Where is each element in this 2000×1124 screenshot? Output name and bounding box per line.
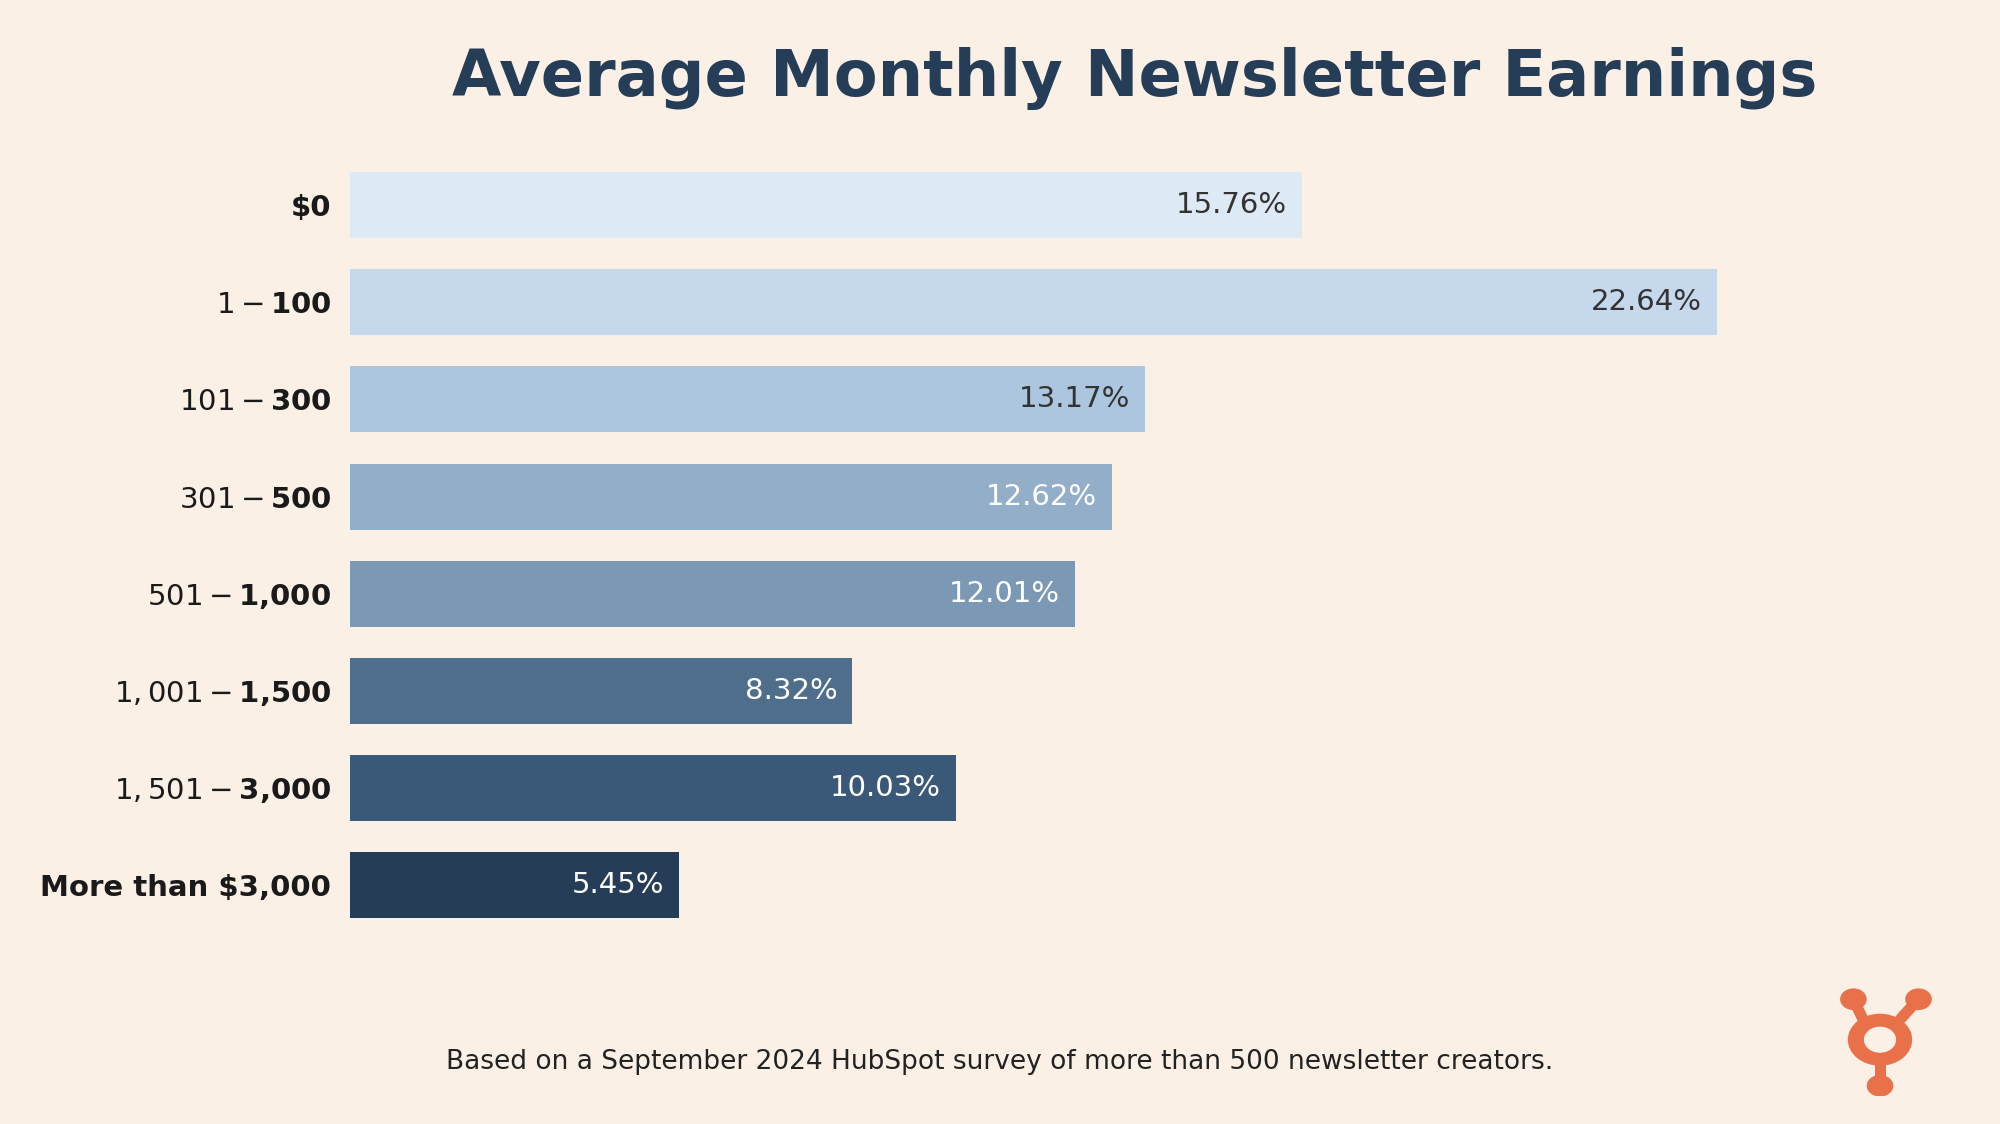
Circle shape <box>1840 989 1866 1009</box>
Bar <box>350 270 1718 335</box>
Text: Based on a September 2024 HubSpot survey of more than 500 newsletter creators.: Based on a September 2024 HubSpot survey… <box>446 1049 1554 1076</box>
Text: 5.45%: 5.45% <box>572 871 664 899</box>
Circle shape <box>1906 989 1932 1009</box>
Text: 8.32%: 8.32% <box>744 677 838 705</box>
Text: 12.01%: 12.01% <box>948 580 1060 608</box>
Text: 10.03%: 10.03% <box>830 774 940 801</box>
Circle shape <box>1864 1027 1896 1052</box>
Text: 15.76%: 15.76% <box>1176 191 1286 219</box>
Title: Average Monthly Newsletter Earnings: Average Monthly Newsletter Earnings <box>452 47 1818 110</box>
Text: 13.17%: 13.17% <box>1018 386 1130 414</box>
Bar <box>350 172 1302 238</box>
Text: 22.64%: 22.64% <box>1592 289 1702 316</box>
Text: 12.62%: 12.62% <box>986 482 1096 510</box>
Bar <box>350 366 1146 433</box>
Bar <box>350 755 956 821</box>
Circle shape <box>1848 1014 1912 1066</box>
Bar <box>350 852 680 918</box>
Bar <box>350 463 1112 529</box>
Bar <box>350 658 852 724</box>
Bar <box>350 561 1076 627</box>
Circle shape <box>1868 1076 1892 1096</box>
